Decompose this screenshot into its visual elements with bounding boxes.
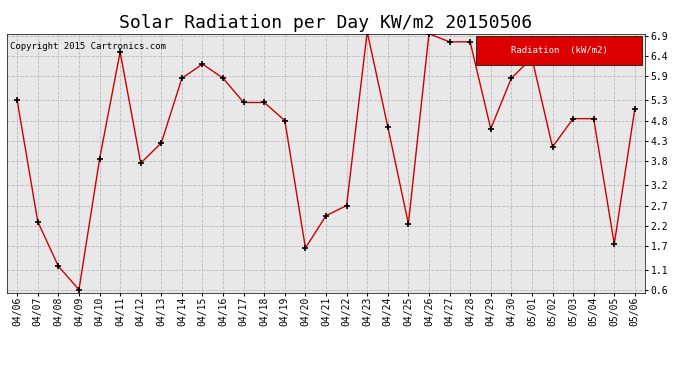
Title: Solar Radiation per Day KW/m2 20150506: Solar Radiation per Day KW/m2 20150506 <box>119 14 533 32</box>
Text: Radiation  (kW/m2): Radiation (kW/m2) <box>511 46 607 55</box>
Text: Copyright 2015 Cartronics.com: Copyright 2015 Cartronics.com <box>10 42 166 51</box>
FancyBboxPatch shape <box>476 36 642 65</box>
